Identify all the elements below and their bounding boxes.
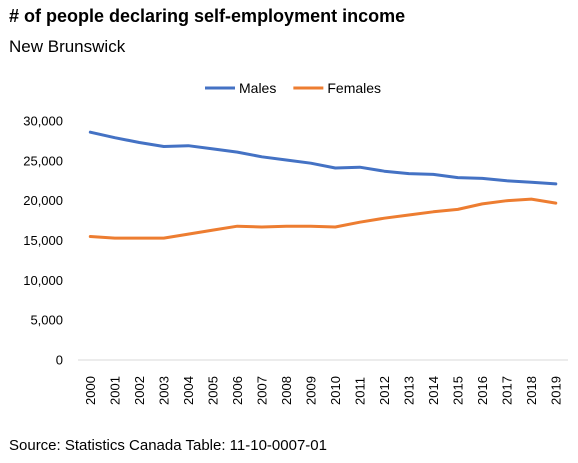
x-tick-label: 2003 [156,376,171,405]
x-tick-label: 2004 [181,376,196,405]
series-line-females [88,197,558,240]
chart-subtitle: New Brunswick [9,37,126,56]
x-tick-label: 2009 [303,376,318,405]
y-tick-label: 20,000 [23,193,63,208]
x-tick-label: 2001 [107,376,122,405]
series-group [88,130,558,240]
x-tick-label: 2016 [475,376,490,405]
x-tick-label: 2012 [377,376,392,405]
legend-label-females: Females [327,80,381,96]
x-tick-label: 2005 [205,376,220,405]
x-tick-label: 2010 [328,376,343,405]
x-tick-label: 2002 [132,376,147,405]
x-tick-label: 2011 [352,377,367,405]
x-tick-label: 2019 [548,376,563,405]
x-tick-label: 2008 [279,376,294,405]
x-axis: 2000 2001 2002 2003 2004 2005 2006 2007 2008 2009… [78,359,568,405]
x-tick-label: 2007 [254,376,269,405]
chart-title: # of people declaring self-employment in… [9,6,406,26]
y-tick-label: 25,000 [23,153,63,168]
y-tick-label: 30,000 [23,114,63,129]
x-tick-label: 2017 [499,376,514,405]
x-tick-label: 2014 [426,376,441,405]
y-tick-label: 0 [56,353,63,368]
source-note: Source: Statistics Canada Table: 11-10-0… [9,437,327,454]
x-tick-label: 2013 [401,376,416,405]
x-tick-label: 2018 [524,376,539,405]
x-tick-label: 2015 [450,376,465,405]
y-tick-label: 10,000 [23,273,63,288]
x-tick-label: 2006 [230,376,245,405]
legend-label-males: Males [239,80,276,96]
y-axis: 0 5,000 10,000 15,000 20,000 25,000 30,000 [23,114,63,368]
series-line-males [88,130,558,186]
legend: Males Females [205,80,381,96]
y-tick-label: 15,000 [23,233,63,248]
y-tick-label: 5,000 [30,313,63,328]
x-tick-label: 2000 [83,376,98,405]
